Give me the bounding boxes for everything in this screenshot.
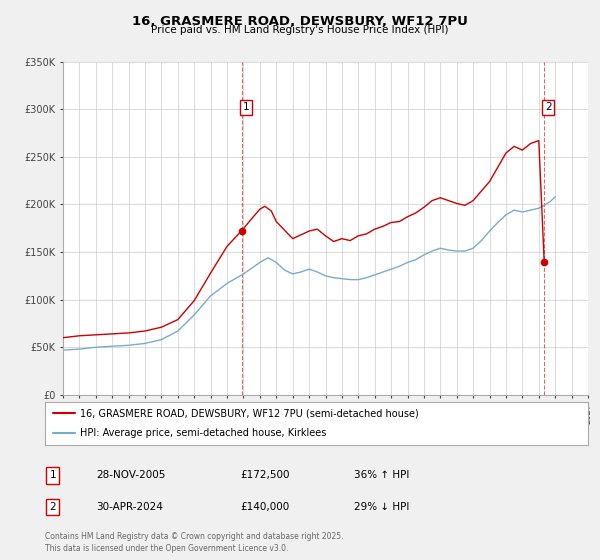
Text: 1: 1	[242, 102, 249, 113]
Text: £140,000: £140,000	[240, 502, 289, 512]
Text: 2: 2	[49, 502, 56, 512]
Text: 16, GRASMERE ROAD, DEWSBURY, WF12 7PU (semi-detached house): 16, GRASMERE ROAD, DEWSBURY, WF12 7PU (s…	[80, 408, 419, 418]
Text: 30-APR-2024: 30-APR-2024	[96, 502, 163, 512]
Text: 36% ↑ HPI: 36% ↑ HPI	[354, 470, 409, 480]
Text: £172,500: £172,500	[240, 470, 290, 480]
Text: Price paid vs. HM Land Registry's House Price Index (HPI): Price paid vs. HM Land Registry's House …	[151, 25, 449, 35]
Text: HPI: Average price, semi-detached house, Kirklees: HPI: Average price, semi-detached house,…	[80, 428, 326, 438]
Text: 16, GRASMERE ROAD, DEWSBURY, WF12 7PU: 16, GRASMERE ROAD, DEWSBURY, WF12 7PU	[132, 15, 468, 27]
Text: 2: 2	[545, 102, 551, 113]
Text: Contains HM Land Registry data © Crown copyright and database right 2025.
This d: Contains HM Land Registry data © Crown c…	[45, 532, 343, 553]
Text: 1: 1	[49, 470, 56, 480]
Text: 29% ↓ HPI: 29% ↓ HPI	[354, 502, 409, 512]
Text: 28-NOV-2005: 28-NOV-2005	[96, 470, 166, 480]
